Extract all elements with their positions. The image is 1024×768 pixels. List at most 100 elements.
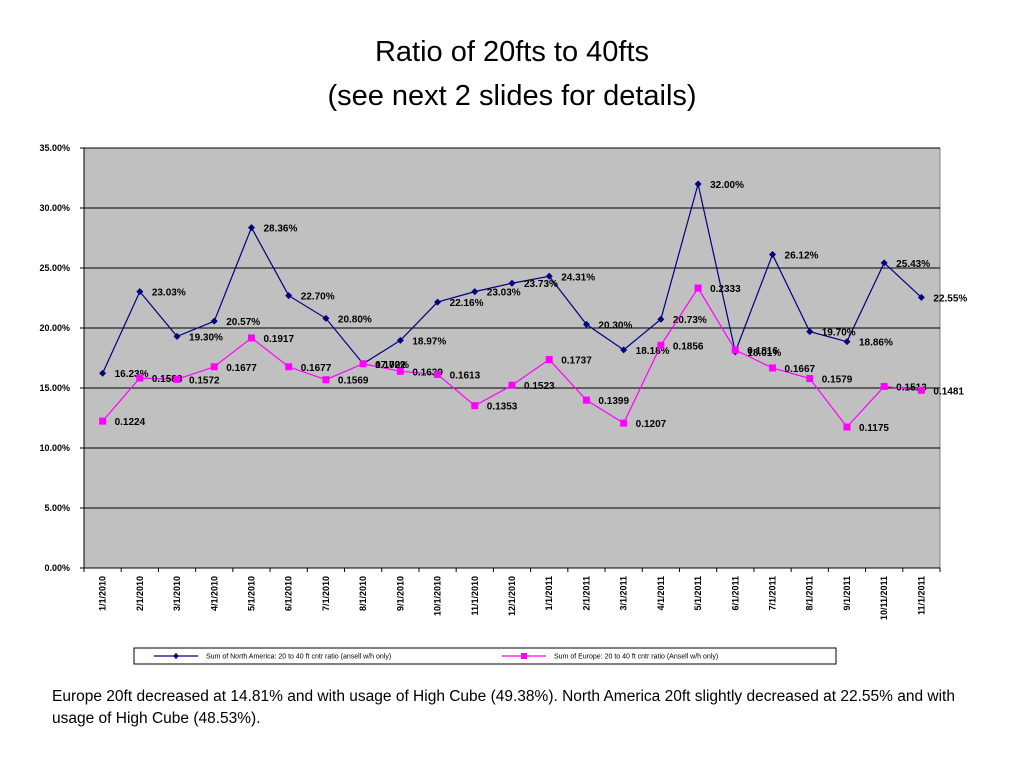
data-point — [620, 346, 628, 354]
data-point — [806, 328, 814, 336]
data-label: 19.70% — [822, 328, 856, 339]
data-label: 24.31% — [561, 272, 595, 283]
data-label: 0.1677 — [226, 363, 257, 374]
y-tick-label: 10.00% — [39, 443, 70, 453]
data-point — [843, 338, 851, 346]
data-point — [210, 363, 218, 371]
data-point — [322, 314, 330, 322]
data-label: 28.36% — [263, 224, 297, 235]
x-tick-label: 7/1/2010 — [321, 576, 331, 611]
data-point — [694, 284, 702, 292]
data-point — [657, 315, 665, 323]
data-point — [396, 367, 404, 375]
data-label: 0.1224 — [115, 417, 146, 428]
data-label: 19.30% — [189, 332, 223, 343]
y-tick-label: 20.00% — [39, 323, 70, 333]
data-label: 0.1207 — [636, 419, 667, 430]
data-point — [136, 374, 144, 382]
legend-label: Sum of North America: 20 to 40 ft cntr r… — [206, 654, 391, 661]
legend-marker — [521, 653, 527, 659]
data-label: 22.70% — [301, 292, 335, 303]
x-tick-label: 6/1/2010 — [284, 576, 294, 611]
data-point — [434, 370, 442, 378]
data-point — [545, 356, 553, 364]
data-point — [806, 375, 814, 383]
data-label: 18.01% — [747, 348, 781, 359]
slide-title-line2: (see next 2 slides for details) — [327, 80, 697, 112]
y-tick-label: 5.00% — [44, 503, 70, 513]
x-tick-label: 10/11/2011 — [879, 576, 889, 620]
data-point — [471, 288, 479, 296]
data-point — [694, 180, 702, 188]
legend-label: Sum of Europe: 20 to 40 ft cntr ratio (A… — [554, 654, 718, 661]
data-label: 17.02% — [375, 360, 409, 371]
data-label: 0.1917 — [263, 334, 294, 345]
y-tick-label: 15.00% — [39, 383, 70, 393]
y-tick-label: 30.00% — [39, 203, 70, 213]
data-point — [285, 363, 293, 371]
data-point — [173, 375, 181, 383]
y-tick-label: 25.00% — [39, 263, 70, 273]
x-tick-label: 9/1/2010 — [395, 576, 405, 611]
data-label: 16.23% — [115, 369, 149, 380]
data-label: 0.1569 — [338, 376, 369, 387]
data-label: 22.55% — [933, 293, 967, 304]
x-tick-label: 4/1/2011 — [656, 576, 666, 611]
data-point — [620, 419, 628, 427]
data-label: 18.86% — [859, 338, 893, 349]
data-label: 0.1481 — [933, 386, 964, 397]
x-tick-label: 11/1/2011 — [916, 576, 926, 615]
x-tick-label: 3/1/2010 — [172, 576, 182, 611]
data-label: 0.1399 — [598, 396, 629, 407]
data-label: 0.1175 — [859, 423, 889, 434]
x-tick-label: 1/1/2010 — [98, 576, 108, 611]
data-label: 23.73% — [524, 279, 558, 290]
legend-box — [133, 647, 837, 665]
x-tick-label: 5/1/2010 — [246, 576, 256, 611]
data-point — [247, 224, 255, 232]
line-chart: 0.00% 5.00% 10.00% 15.00% 20.00% 25.00% 30.00%… — [39, 143, 967, 665]
data-point — [173, 332, 181, 340]
data-label: 20.73% — [673, 315, 707, 326]
x-tick-label: 11/1/2010 — [470, 576, 480, 616]
data-label: 0.1816 — [747, 346, 778, 357]
data-point — [545, 272, 553, 280]
data-label: 18.18% — [636, 346, 670, 357]
data-point — [917, 386, 925, 394]
data-label: 23.03% — [152, 288, 186, 299]
y-tick-label: 0.00% — [44, 563, 70, 573]
data-point — [917, 293, 925, 301]
data-point — [99, 369, 107, 377]
data-label: 0.1856 — [673, 341, 704, 352]
plot-area — [83, 147, 941, 569]
data-point — [396, 336, 404, 344]
x-tick-label: 9/1/2011 — [842, 576, 852, 611]
data-point — [769, 251, 777, 259]
x-tick-label: 3/1/2011 — [619, 576, 629, 611]
x-tick-label: 8/1/2010 — [358, 576, 368, 611]
data-label: 0.1583 — [152, 374, 183, 385]
data-point — [285, 292, 293, 300]
data-label: 0.1667 — [785, 364, 816, 375]
data-point — [731, 346, 739, 354]
x-tick-label: 1/1/2011 — [544, 576, 554, 611]
data-point — [657, 341, 665, 349]
legend-marker — [173, 653, 179, 659]
data-label: 0.2333 — [710, 284, 741, 295]
x-tick-label: 8/1/2011 — [805, 576, 815, 611]
data-label: 20.30% — [598, 320, 632, 331]
data-point — [769, 364, 777, 372]
x-tick-label: 2/1/2010 — [135, 576, 145, 611]
data-label: 20.80% — [338, 314, 372, 325]
data-label: 0.1677 — [301, 363, 332, 374]
data-point — [359, 360, 367, 368]
data-label: 26.12% — [785, 251, 819, 262]
x-tick-label: 7/1/2011 — [768, 576, 778, 611]
data-label: 25.43% — [896, 259, 930, 270]
data-point — [99, 417, 107, 425]
x-tick-label: 10/1/2010 — [433, 576, 443, 616]
slide-title-line1: Ratio of 20fts to 40fts — [374, 36, 650, 68]
data-label: 0.1613 — [450, 370, 481, 381]
x-tick-label: 5/1/2011 — [693, 576, 703, 611]
data-label: 23.03% — [487, 288, 521, 299]
